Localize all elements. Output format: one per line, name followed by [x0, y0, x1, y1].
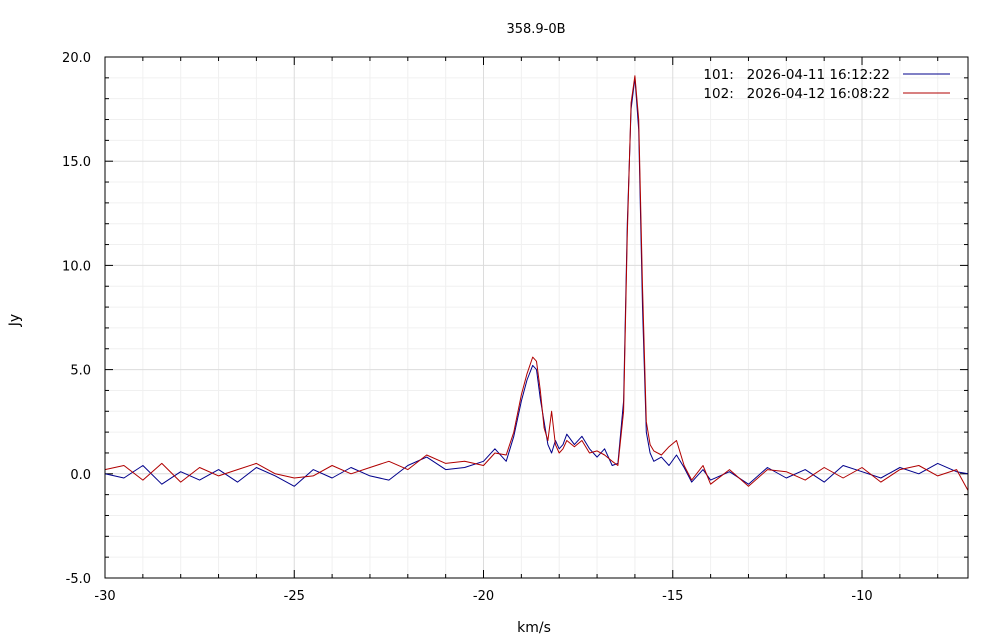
- axis-ticks: [104, 56, 968, 579]
- x-tick-label: -15: [662, 589, 683, 604]
- legend-label-1: 101: 2026-04-11 16:12:22: [703, 67, 890, 83]
- minor-grid: [105, 57, 968, 578]
- series-line-1: [104, 77, 969, 487]
- series-layer: [104, 75, 969, 491]
- y-tick-label: 20.0: [62, 51, 91, 66]
- y-tick-label: 10.0: [62, 259, 91, 274]
- x-axis-label: km/s: [517, 620, 551, 636]
- chart-title: 358.9-0B: [506, 22, 565, 37]
- y-tick-label: 0.0: [70, 468, 91, 483]
- x-tick-labels: -30 -25 -20 -15 -10: [94, 589, 872, 604]
- y-tick-label: -5.0: [66, 572, 91, 587]
- x-tick-label: -30: [94, 589, 115, 604]
- y-axis-label: Jy: [7, 314, 23, 327]
- plot-background: [105, 57, 968, 578]
- legend: 101: 2026-04-11 16:12:22 102: 2026-04-12 …: [703, 67, 950, 102]
- y-tick-labels: -5.0 0.0 5.0 10.0 15.0 20.0: [62, 51, 91, 587]
- x-tick-label: -10: [851, 589, 872, 604]
- legend-label-2: 102: 2026-04-12 16:08:22: [703, 86, 890, 102]
- x-tick-label: -20: [473, 589, 494, 604]
- x-tick-label: -25: [284, 589, 305, 604]
- plot-frame: [104, 56, 969, 579]
- series-line-2: [104, 75, 969, 491]
- y-tick-label: 5.0: [70, 364, 91, 379]
- y-tick-label: 15.0: [62, 155, 91, 170]
